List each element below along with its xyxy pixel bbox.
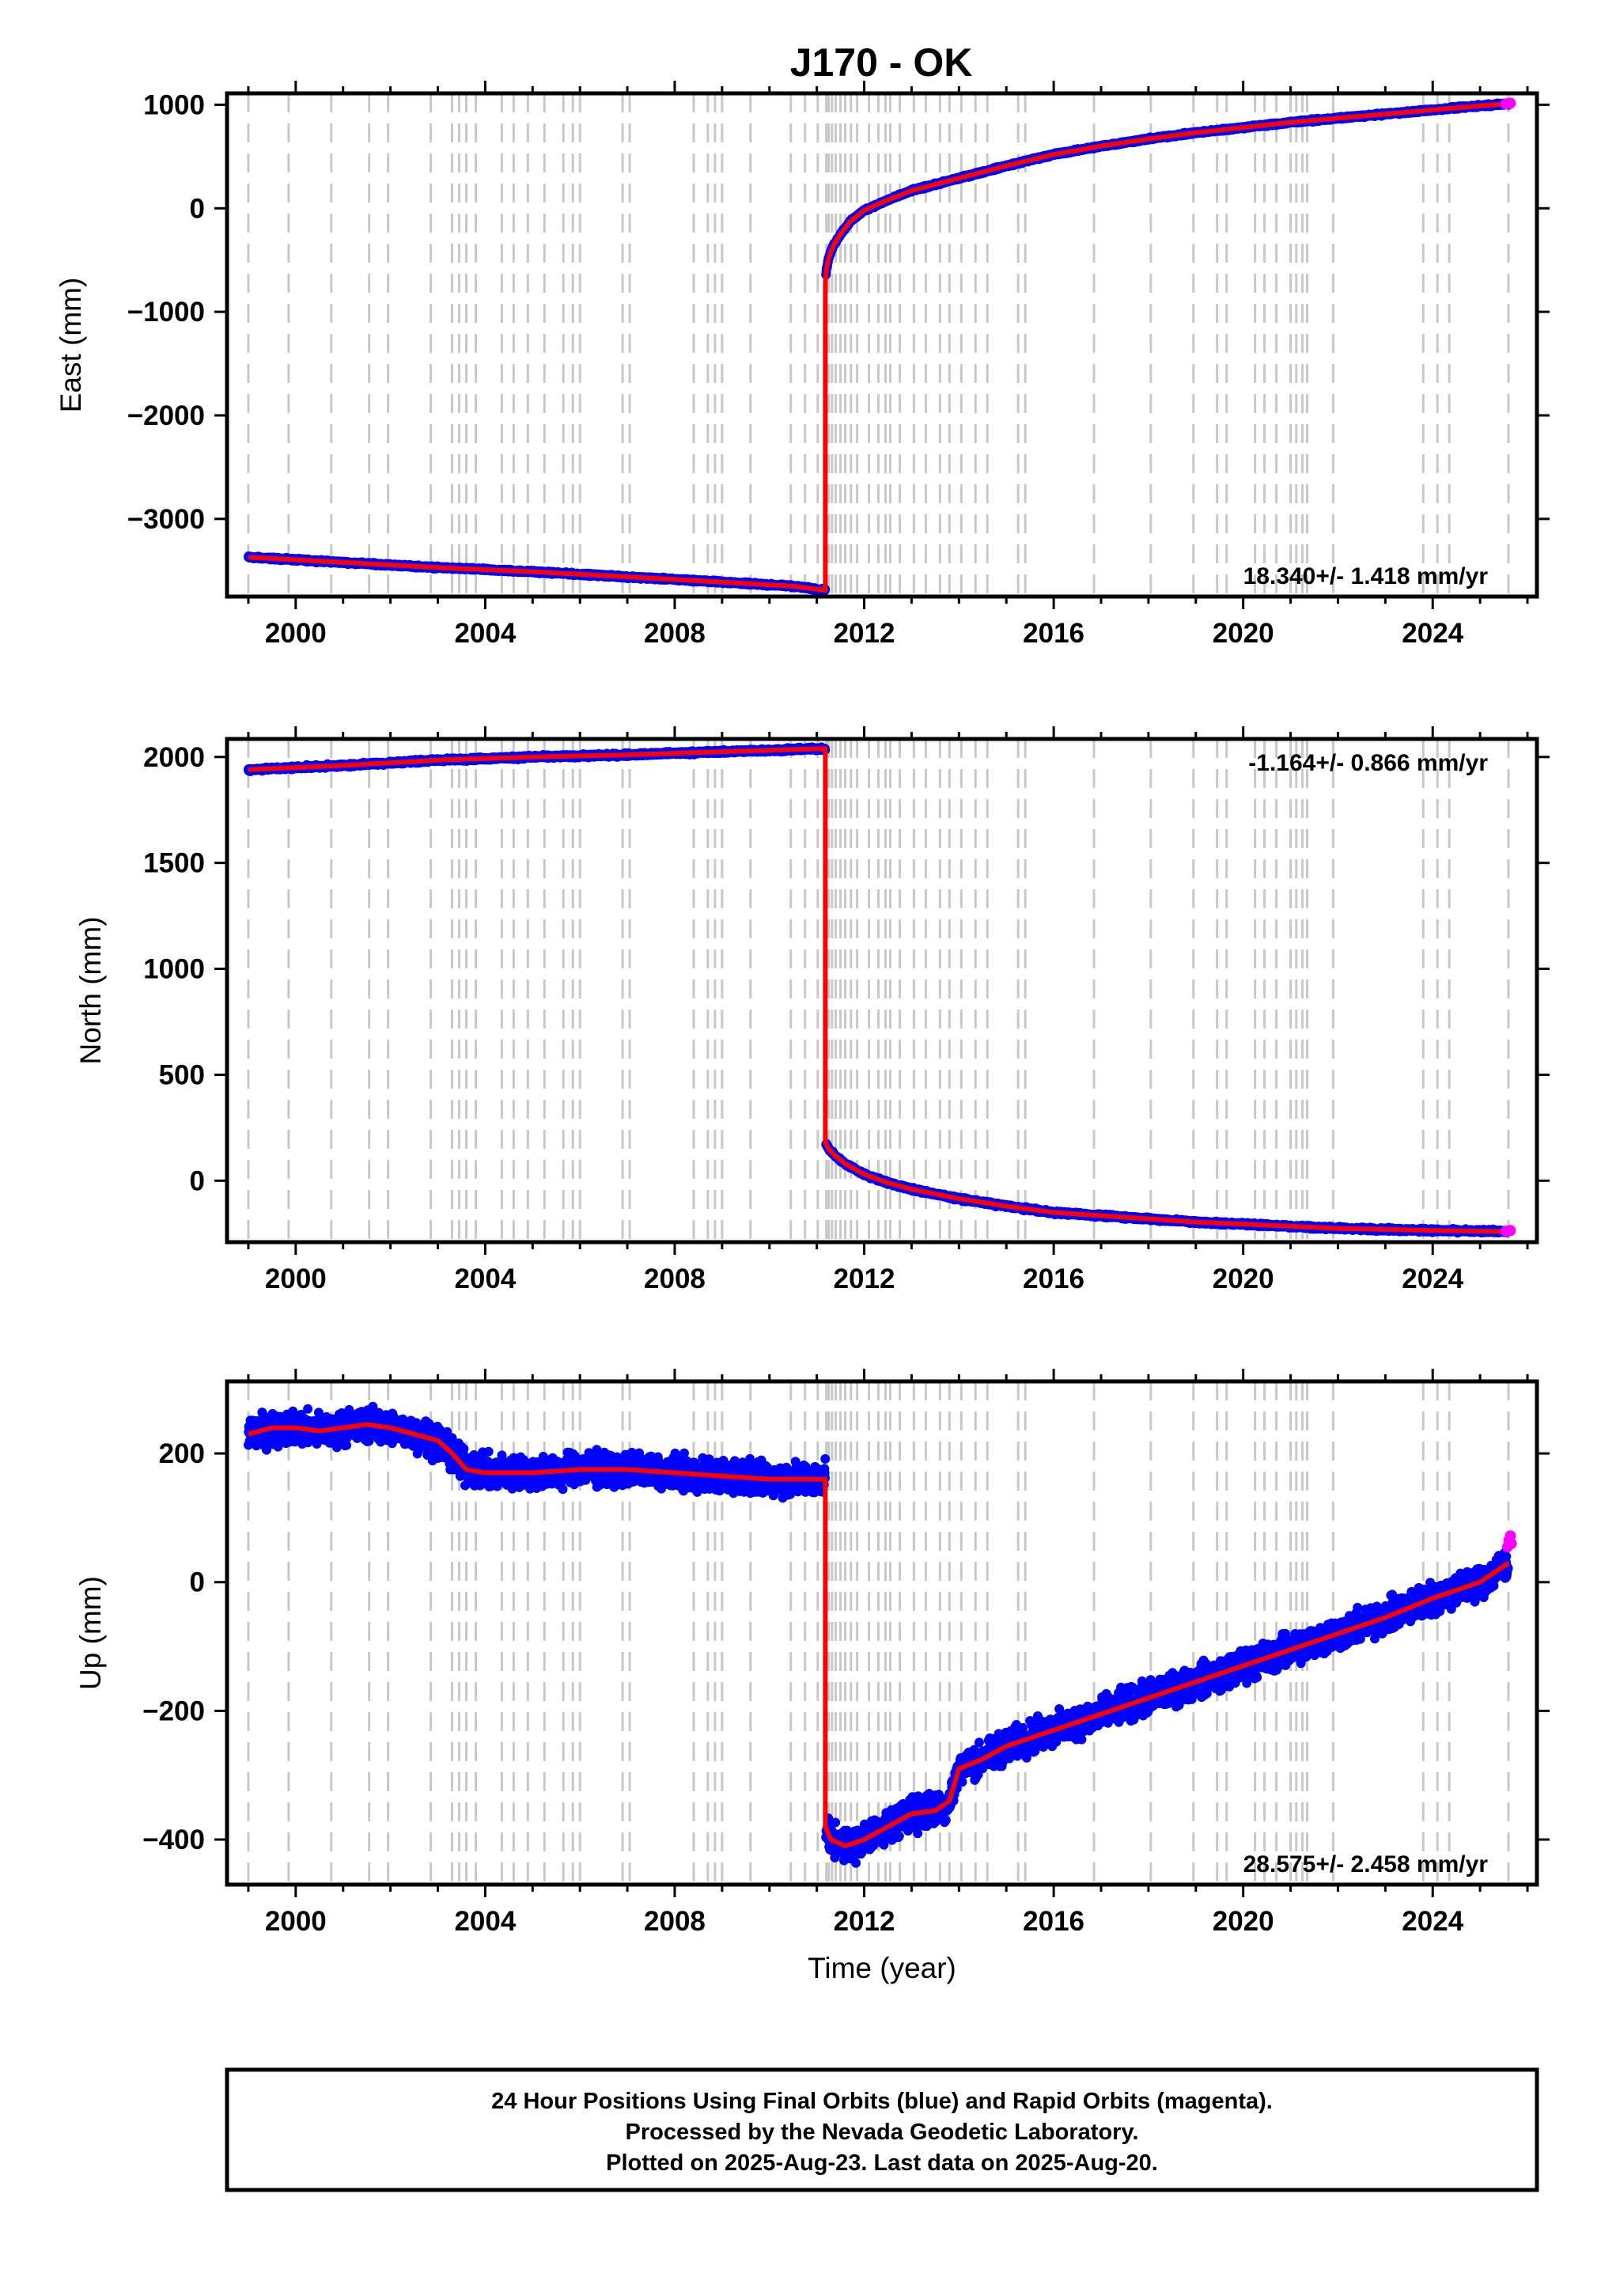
east-x-tick-label: 2012 [834,618,895,649]
east-y-tick-label: −2000 [127,400,205,431]
east-rapid-point [1504,97,1516,109]
east-x-axis: 2000 2004 2008 2012 2016 2020 2024 [247,81,1529,649]
east-x-tick-label: 2016 [1023,618,1084,649]
east-rapid-orbit-points [1501,97,1516,110]
east-x-tick-label: 2000 [265,618,327,649]
east-y-tick-label: 1000 [143,89,205,120]
east-panel: 2000 2004 2008 2012 2016 2020 2024 −3000 −2000 −1… [55,81,1550,649]
east-x-tick-label: 2020 [1213,618,1274,649]
north-panel: 2000 2004 2008 2012 2016 2020 2024050010001500… [74,726,1550,1294]
east-event-lines [247,93,1510,597]
east-y-tick-label: −3000 [127,504,205,535]
east-model-fit-line [248,101,1509,593]
east-y-tick-label: 0 [190,193,205,224]
east-x-tick-label: 2024 [1402,618,1463,649]
east-velocity-label: 18.340+/- 1.418 mm/yr [1243,563,1489,589]
figure-title: J170 - OK [790,40,973,85]
east-x-tick-label: 2004 [454,618,516,649]
east-plot-frame [225,91,1539,599]
east-y-axis: −3000 −2000 −1000 0 1000 [127,89,1550,535]
east-x-tick-label: 2008 [644,618,706,649]
east-y-axis-label: East (mm) [55,278,87,413]
east-y-tick-label: −1000 [127,297,205,328]
